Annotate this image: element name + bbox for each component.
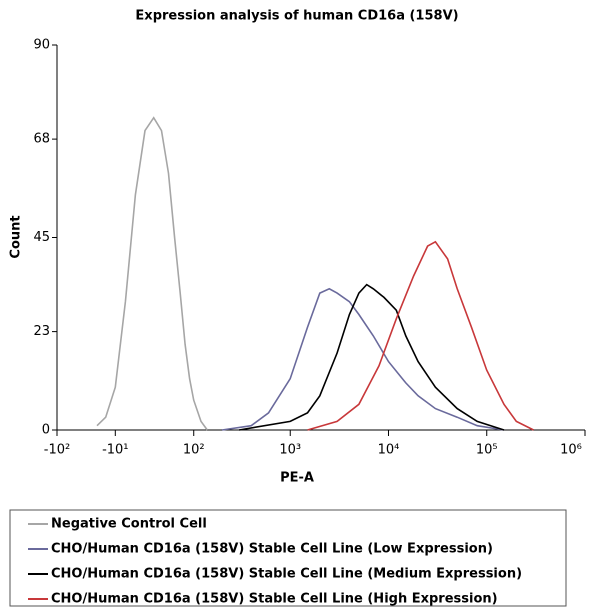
series-line [221,287,505,431]
x-tick-label: 10⁶ [560,443,582,458]
chart-title: Expression analysis of human CD16a (158V… [135,9,458,24]
y-tick-label: 90 [33,38,50,53]
x-tick-label: 10⁵ [476,443,498,458]
x-tick-label: 10⁴ [378,443,400,458]
legend-label: CHO/Human CD16a (158V) Stable Cell Line … [51,542,493,557]
series-line [96,116,208,431]
y-tick-label: 68 [33,132,50,147]
x-tick-label: -10² [44,443,70,458]
y-axis-label: Count [9,215,24,258]
series-line [307,240,534,431]
y-tick-label: 45 [33,230,50,245]
y-tick-label: 0 [42,423,50,438]
x-tick-label: 10² [183,443,205,458]
y-tick-label: 23 [33,324,50,339]
legend-label: CHO/Human CD16a (158V) Stable Cell Line … [51,592,498,607]
series-line [238,283,505,431]
legend-box [9,509,567,607]
x-tick-label: -10¹ [102,443,128,458]
x-tick-label: 10³ [279,443,301,458]
legend-label: CHO/Human CD16a (158V) Stable Cell Line … [51,567,522,582]
legend-label: Negative Control Cell [51,517,207,532]
x-axis-label: PE-A [280,471,314,486]
